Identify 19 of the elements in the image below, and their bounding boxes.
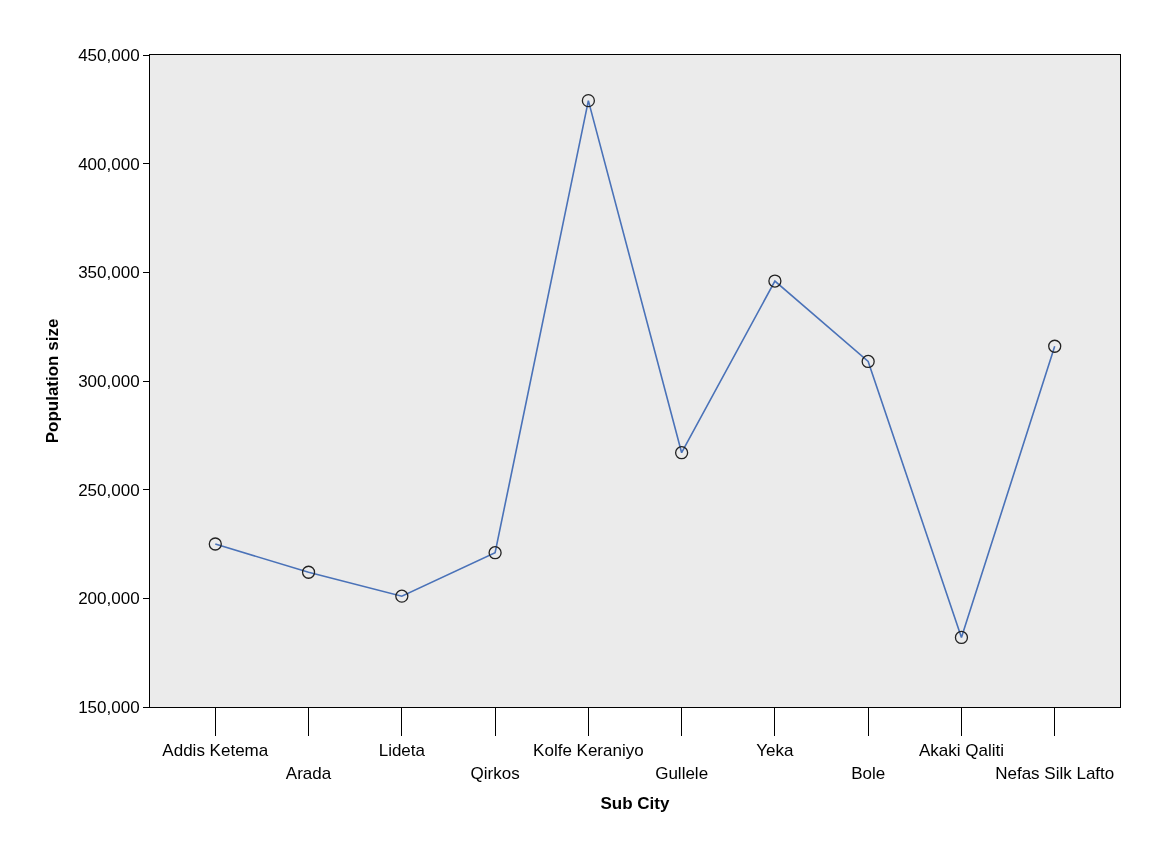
x-axis-title: Sub City [600, 793, 671, 813]
x-tick-label: Kolfe Keraniyo [533, 741, 644, 761]
y-tick-label: 200,000 [78, 589, 140, 609]
y-tick-label: 450,000 [78, 45, 140, 65]
x-tick-label: Addis Ketema [162, 741, 269, 761]
x-tick-label: Gullele [655, 763, 709, 783]
x-tick-label: Bole [851, 763, 886, 783]
y-tick-label: 250,000 [78, 480, 140, 500]
x-tick-label: Yeka [756, 741, 795, 761]
x-tick-label: Qirkos [470, 763, 520, 783]
y-tick-label: 350,000 [78, 263, 140, 283]
y-tick-label: 400,000 [78, 154, 140, 174]
y-tick-label: 150,000 [78, 697, 140, 717]
y-tick-label: 300,000 [78, 371, 140, 391]
x-tick-label: Nefas Silk Lafto [995, 763, 1115, 783]
y-axis-title: Population size [42, 318, 62, 444]
x-tick-label: Akaki Qaliti [918, 741, 1004, 761]
x-tick-label: Lideta [378, 741, 426, 761]
x-tick-label: Arada [285, 763, 332, 783]
